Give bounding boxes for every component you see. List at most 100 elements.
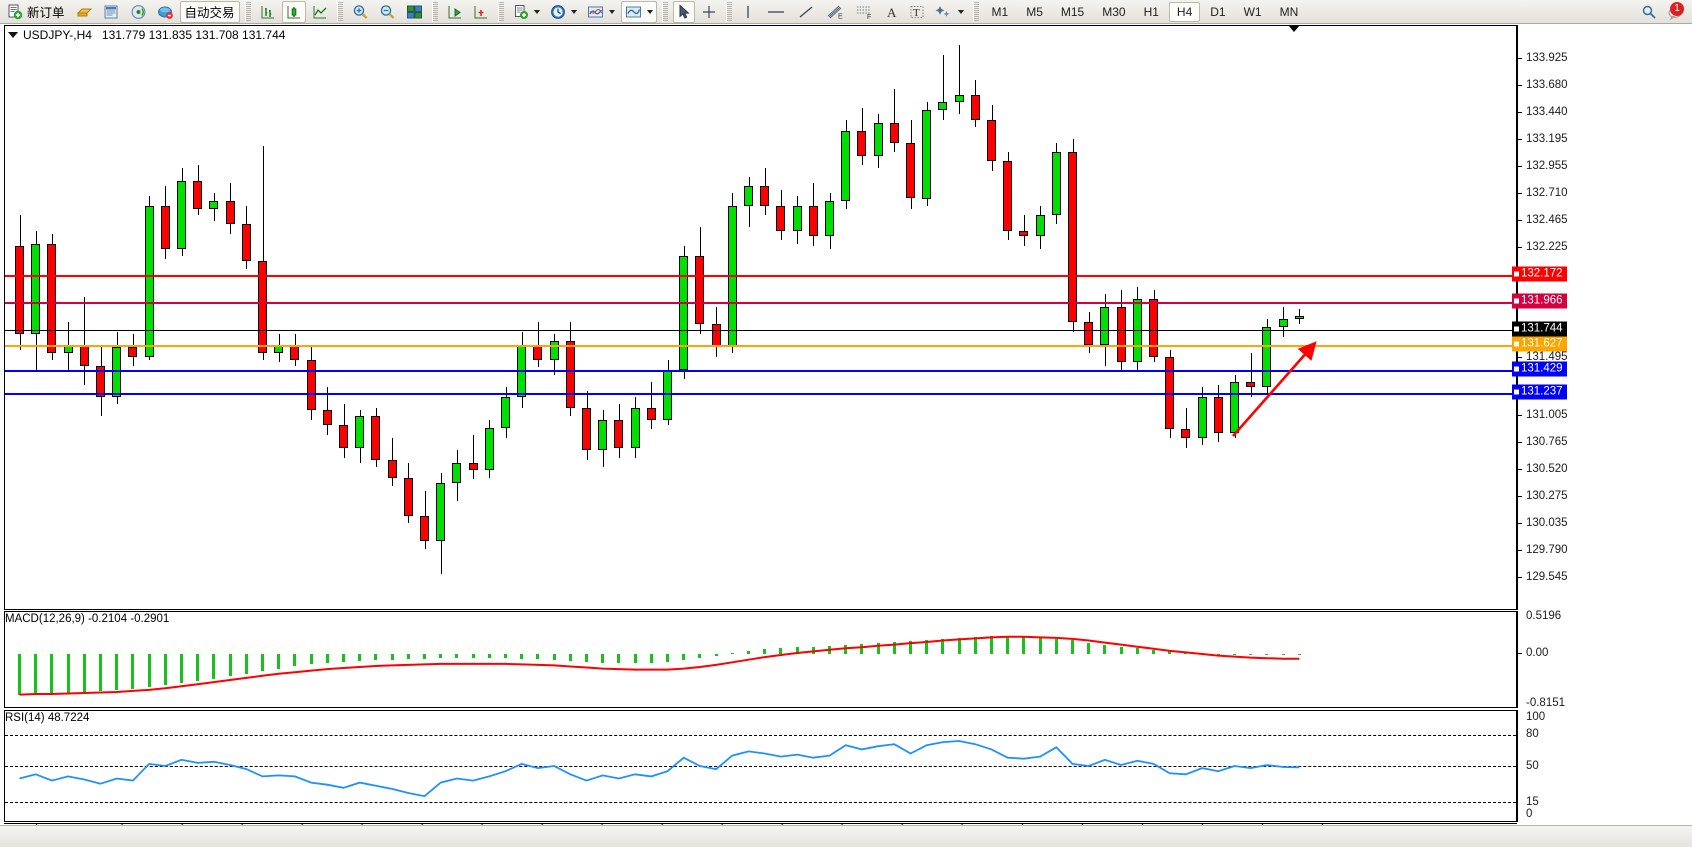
timeframe-d1[interactable]: D1 bbox=[1210, 4, 1226, 19]
timeframe-m5[interactable]: M5 bbox=[1026, 4, 1043, 19]
candlestick-icon bbox=[287, 5, 300, 18]
rsi-axis[interactable]: 100 80 50 15 0 bbox=[1517, 710, 1692, 822]
macd-histogram-bar bbox=[115, 654, 119, 691]
level-line-support-1[interactable] bbox=[5, 370, 1516, 372]
chevron-down-icon[interactable] bbox=[570, 9, 577, 14]
level-line-resistance-2[interactable] bbox=[5, 275, 1516, 277]
price-tick: 129.790 bbox=[1518, 544, 1568, 556]
macd-axis[interactable]: 0.5196 0.00 -0.8151 bbox=[1517, 610, 1692, 709]
candle-body bbox=[1068, 151, 1077, 322]
market-button[interactable] bbox=[153, 1, 178, 23]
indicators-button[interactable] bbox=[583, 1, 619, 23]
auto-trading-button[interactable]: 自动交易 bbox=[179, 0, 240, 23]
macd-histogram-bar bbox=[374, 654, 378, 661]
timeframe-mn[interactable]: MN bbox=[1279, 4, 1299, 19]
chevron-down-icon[interactable] bbox=[646, 9, 653, 14]
candle-body bbox=[1262, 326, 1272, 388]
level-line-support-2[interactable] bbox=[5, 393, 1516, 395]
candle-body bbox=[322, 410, 332, 426]
text-label-button[interactable]: T bbox=[905, 1, 929, 23]
candle-body bbox=[1294, 316, 1304, 320]
shift-chart-button[interactable] bbox=[443, 1, 467, 23]
timeframe-w1[interactable]: W1 bbox=[1243, 4, 1262, 19]
chevron-down-icon[interactable] bbox=[957, 9, 964, 14]
level-handle-icon[interactable] bbox=[1513, 340, 1520, 348]
cursor-button[interactable] bbox=[672, 0, 695, 23]
level-handle-icon[interactable] bbox=[1513, 388, 1520, 396]
equidistant-channel-button[interactable]: E bbox=[821, 1, 849, 23]
signals-button[interactable] bbox=[126, 1, 151, 23]
level-handle-icon[interactable] bbox=[1513, 365, 1520, 373]
candle-wick bbox=[1250, 353, 1252, 398]
gold-icon-button[interactable] bbox=[72, 1, 97, 23]
level-line-current-price[interactable] bbox=[5, 330, 1516, 331]
timeframe-m15[interactable]: M15 bbox=[1060, 4, 1085, 19]
price-tick: 130.520 bbox=[1518, 463, 1568, 475]
search-button[interactable] bbox=[1637, 1, 1661, 23]
macd-signal-line bbox=[19, 635, 1300, 696]
indicators-icon bbox=[587, 6, 603, 17]
line-chart-button[interactable] bbox=[308, 1, 332, 23]
symbol-header[interactable]: USDJPY-,H4 131.779 131.835 131.708 131.7… bbox=[8, 28, 285, 42]
timeframe-m1[interactable]: M1 bbox=[991, 4, 1009, 19]
candle-body bbox=[1051, 151, 1061, 215]
chart-area[interactable]: USDJPY-,H4 131.779 131.835 131.708 131.7… bbox=[0, 25, 1692, 847]
macd-panel[interactable] bbox=[4, 611, 1517, 708]
macd-histogram-bar bbox=[390, 654, 394, 660]
candle-body bbox=[225, 201, 235, 224]
zoom-in-button[interactable] bbox=[348, 1, 373, 23]
toolbar-separator bbox=[244, 1, 251, 22]
macd-tick: 0.5196 bbox=[1526, 610, 1562, 622]
level-handle-icon[interactable] bbox=[1513, 325, 1520, 333]
price-pill-resistance-1[interactable]: 131.966 bbox=[1512, 293, 1567, 309]
text-button[interactable]: A bbox=[881, 1, 903, 23]
price-pill-current-price[interactable]: 131.744 bbox=[1512, 321, 1567, 337]
macd-histogram-bar bbox=[1022, 636, 1026, 654]
timeframe-h1[interactable]: H1 bbox=[1143, 4, 1159, 19]
level-line-resistance-1[interactable] bbox=[5, 302, 1516, 304]
price-panel[interactable] bbox=[4, 25, 1517, 610]
timeframe-h4[interactable]: H4 bbox=[1168, 1, 1201, 22]
macd-histogram-bar bbox=[1168, 651, 1172, 654]
candle-body bbox=[96, 365, 105, 398]
chevron-down-icon[interactable] bbox=[533, 9, 540, 14]
candlestick-chart-button[interactable] bbox=[281, 0, 306, 23]
candle-body bbox=[1181, 428, 1191, 438]
candle-body bbox=[565, 340, 575, 408]
vertical-line-button[interactable] bbox=[737, 1, 759, 23]
charts-button[interactable] bbox=[620, 0, 657, 23]
toolbar-separator bbox=[497, 1, 504, 22]
autoscroll-button[interactable] bbox=[469, 1, 493, 23]
objects-button[interactable] bbox=[931, 1, 968, 23]
crosshair-button[interactable] bbox=[697, 1, 721, 23]
alerts-button[interactable]: 1 bbox=[1663, 1, 1689, 23]
level-line-pivot-level[interactable] bbox=[5, 345, 1516, 347]
new-order-button[interactable]: 新订单 bbox=[3, 1, 70, 23]
macd-histogram-bar bbox=[163, 654, 167, 686]
tile-windows-button[interactable] bbox=[402, 1, 427, 23]
horizontal-line-button[interactable] bbox=[761, 1, 791, 23]
period-button[interactable] bbox=[546, 1, 581, 23]
market-watch-button[interactable] bbox=[99, 1, 124, 23]
macd-histogram-bar bbox=[1087, 642, 1091, 654]
candle-body bbox=[79, 344, 89, 366]
chevron-down-icon[interactable] bbox=[8, 32, 18, 38]
macd-histogram-bar bbox=[406, 654, 410, 660]
zoom-out-button[interactable] bbox=[375, 1, 400, 23]
bar-chart-button[interactable] bbox=[256, 1, 280, 23]
timeframe-m30[interactable]: M30 bbox=[1102, 4, 1126, 19]
level-handle-icon[interactable] bbox=[1513, 297, 1520, 305]
price-pill-support-2[interactable]: 131.237 bbox=[1512, 384, 1567, 400]
candle-body bbox=[825, 201, 834, 237]
price-pill-support-1[interactable]: 131.429 bbox=[1512, 361, 1567, 377]
fibonacci-button[interactable]: F bbox=[851, 1, 879, 23]
price-pill-resistance-2[interactable]: 132.172 bbox=[1512, 266, 1567, 282]
rsi-panel[interactable] bbox=[4, 710, 1517, 822]
price-pill-pivot-level[interactable]: 131.627 bbox=[1512, 336, 1567, 352]
trendline-button[interactable] bbox=[793, 1, 819, 23]
macd-histogram-bar bbox=[925, 639, 929, 654]
templates-button[interactable] bbox=[509, 1, 544, 23]
level-handle-icon[interactable] bbox=[1513, 270, 1520, 278]
price-axis[interactable]: 133.925 133.680 133.440 133.195 132.955 132.7… bbox=[1512, 25, 1692, 610]
chevron-down-icon[interactable] bbox=[608, 9, 615, 14]
